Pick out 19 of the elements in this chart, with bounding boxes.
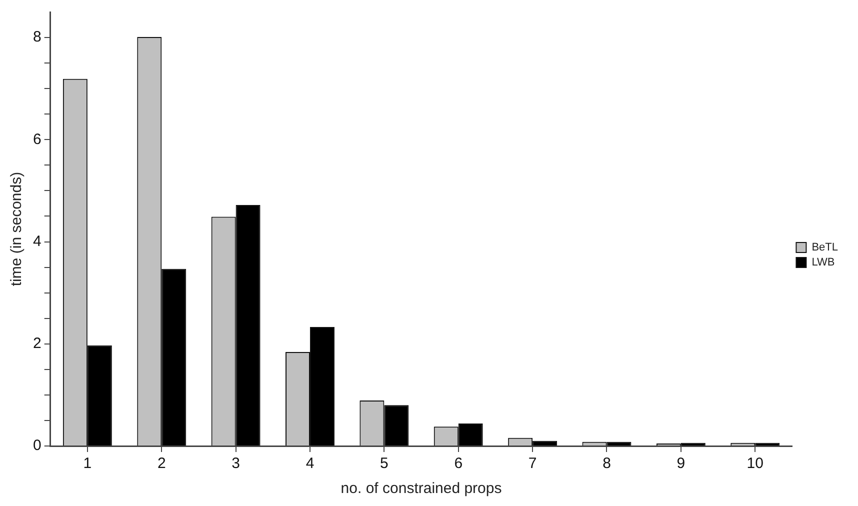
x-tick-label: 8 <box>602 455 611 472</box>
legend-label: LWB <box>812 256 835 269</box>
y-tick-label: 6 <box>33 130 42 148</box>
x-tick-label: 6 <box>454 455 463 472</box>
x-tick-label: 4 <box>306 455 314 472</box>
x-tick-label: 2 <box>157 455 166 472</box>
legend-label: BeTL <box>812 242 838 254</box>
x-tick-label: 9 <box>676 455 686 472</box>
x-tick-label: 10 <box>746 455 764 472</box>
y-axis-title: time (in seconds) <box>8 172 26 286</box>
x-tick-label: 7 <box>528 455 537 472</box>
y-tick-label: 0 <box>33 437 42 454</box>
x-axis-title: no. of constrained props <box>340 480 502 498</box>
y-tick-label: 2 <box>33 335 42 352</box>
x-tick-label: 1 <box>83 455 92 472</box>
x-tick-label: 5 <box>380 455 388 472</box>
y-tick-label: 8 <box>33 28 42 46</box>
y-tick-label: 4 <box>33 232 42 250</box>
x-tick-label: 3 <box>232 455 240 472</box>
